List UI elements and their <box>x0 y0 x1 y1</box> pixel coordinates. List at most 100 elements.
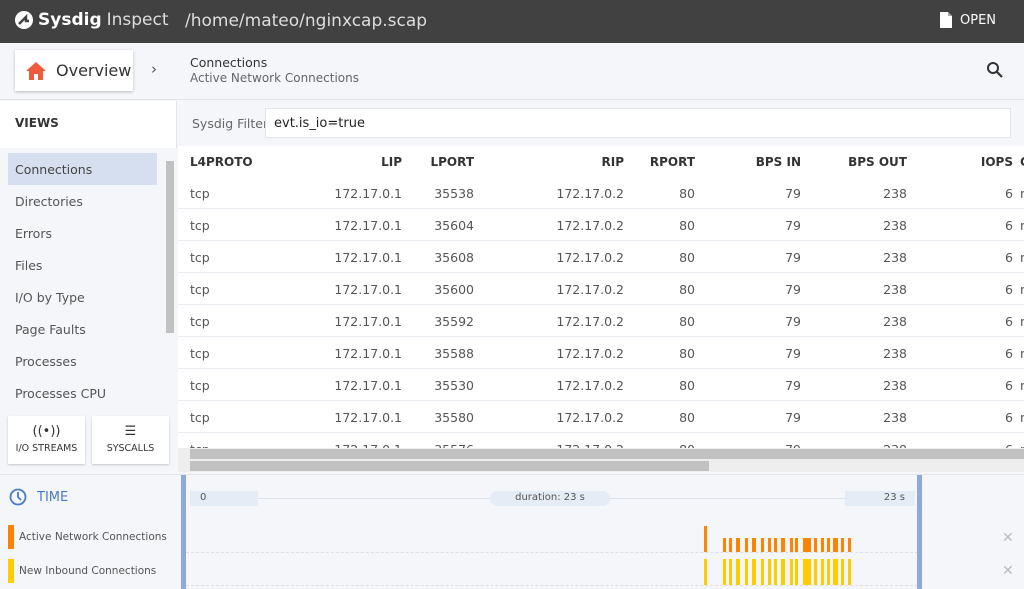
view-item-files[interactable]: Files <box>15 258 43 273</box>
scrollbar-thumb[interactable] <box>190 449 1024 459</box>
table-cell: 80 <box>679 378 695 393</box>
table-header: L4PROTO LIP LPORT RIP RPORT BPS IN BPS OUT IOPS… <box>178 146 1024 178</box>
new-inbound-event-bar <box>751 559 755 585</box>
active-connection-event-bar <box>761 538 765 552</box>
connections-table: L4PROTO LIP LPORT RIP RPORT BPS IN BPS OUT IOPS… <box>178 146 1024 448</box>
table-cell: 79 <box>785 250 801 265</box>
new-inbound-event-bar <box>745 559 749 585</box>
table-cell: 80 <box>679 346 695 361</box>
table-row[interactable]: tcp 172.17.0.1 35530 172.17.0.2 80 79 238 6 n <box>178 369 1024 401</box>
new-inbound-event-bar <box>802 559 806 585</box>
table-cell: 6 <box>1005 442 1013 448</box>
column-header[interactable]: LPORT <box>430 155 474 169</box>
table-cell: 80 <box>679 218 695 233</box>
table-row[interactable]: tcp 172.17.0.1 35580 172.17.0.2 80 79 238 6 n <box>178 401 1024 433</box>
new-inbound-event-bar <box>790 559 794 585</box>
syscalls-button[interactable]: ☰ SYSCALLS <box>92 416 169 464</box>
views-scrollbar[interactable] <box>165 153 175 411</box>
table-cell: 172.17.0.2 <box>556 250 624 265</box>
new-inbound-event-bar <box>804 559 808 585</box>
new-inbound-event-bar <box>753 559 757 585</box>
column-header[interactable]: RIP <box>601 155 625 169</box>
table-cell: tcp <box>190 346 210 361</box>
open-button[interactable]: OPEN <box>940 12 996 28</box>
table-cell: 79 <box>785 442 801 448</box>
view-item-processes[interactable]: Processes <box>15 354 77 369</box>
active-connection-event-bar <box>807 538 811 552</box>
table-row[interactable]: tcp 172.17.0.1 35592 172.17.0.2 80 79 238 6 n <box>178 305 1024 337</box>
table-cell: 35592 <box>434 314 474 329</box>
table-horizontal-scrollbar[interactable] <box>178 448 1024 460</box>
duration-label: duration: 23 s <box>490 491 610 506</box>
active-connection-event-bar <box>826 538 830 552</box>
table-cell: n <box>1020 314 1024 329</box>
views-heading: VIEWS <box>15 116 59 130</box>
table-row[interactable]: tcp 172.17.0.1 35588 172.17.0.2 80 79 238 6 n <box>178 337 1024 369</box>
column-header[interactable]: C <box>1020 155 1024 169</box>
remove-series-close-icon[interactable]: ✕ <box>1002 530 1014 546</box>
overview-button[interactable]: Overview <box>15 50 133 91</box>
table-cell: tcp <box>190 410 210 425</box>
timeline-start-handle[interactable] <box>181 475 186 589</box>
scrollbar-thumb[interactable] <box>166 161 174 333</box>
column-header[interactable]: IOPS <box>980 155 1013 169</box>
table-cell: 172.17.0.2 <box>556 186 624 201</box>
filter-bar: Sysdig Filter evt.is_io=true <box>178 101 1024 145</box>
view-item-errors[interactable]: Errors <box>15 226 52 241</box>
open-label: OPEN <box>960 12 997 28</box>
title-bar: Sysdig Inspect /home/mateo/nginxcap.scap … <box>0 0 1024 43</box>
table-row[interactable]: tcp 172.17.0.1 35604 172.17.0.2 80 79 238 6 n <box>178 209 1024 241</box>
table-cell: 6 <box>1005 378 1013 393</box>
table-cell: 238 <box>883 378 907 393</box>
table-horizontal-scrollbar-2[interactable] <box>178 460 1024 472</box>
column-header[interactable]: RPORT <box>649 155 695 169</box>
table-cell: 172.17.0.2 <box>556 346 624 361</box>
syscalls-label: SYSCALLS <box>106 443 155 454</box>
table-row[interactable]: tcp 172.17.0.1 35538 172.17.0.2 80 79 238 6 n <box>178 177 1024 209</box>
table-cell: 172.17.0.1 <box>334 346 402 361</box>
table-cell: 35600 <box>434 282 474 297</box>
table-cell: tcp <box>190 442 210 448</box>
view-item-directories[interactable]: Directories <box>15 194 83 209</box>
table-cell: n <box>1020 282 1024 297</box>
column-header[interactable]: BPS OUT <box>848 155 907 169</box>
active-connection-event-bar <box>767 538 771 552</box>
table-cell: 238 <box>883 410 907 425</box>
active-connection-event-bar <box>814 538 818 552</box>
table-row[interactable]: tcp 172.17.0.1 35576 172.17.0.2 80 79 238 6 n <box>178 433 1024 448</box>
column-header[interactable]: L4PROTO <box>190 155 253 169</box>
table-cell: n <box>1020 346 1024 361</box>
table-cell: 238 <box>883 346 907 361</box>
view-item-io-by-type[interactable]: I/O by Type <box>15 290 85 305</box>
new-inbound-event-bar <box>729 559 733 585</box>
view-item-page-faults[interactable]: Page Faults <box>15 322 86 337</box>
table-cell: 172.17.0.2 <box>556 410 624 425</box>
active-connection-event-bar <box>737 538 741 552</box>
views-list: Connections Directories Errors Files I/O… <box>0 148 177 510</box>
column-header[interactable]: BPS IN <box>755 155 801 169</box>
timeline-end-handle[interactable] <box>917 475 922 589</box>
io-streams-button[interactable]: ((•)) I/O STREAMS <box>8 416 85 464</box>
column-header[interactable]: LIP <box>381 155 402 169</box>
scrollbar-thumb[interactable] <box>190 461 709 471</box>
search-icon[interactable] <box>986 61 1004 79</box>
table-cell: 238 <box>883 250 907 265</box>
table-cell: 35604 <box>434 218 474 233</box>
table-row[interactable]: tcp 172.17.0.1 35608 172.17.0.2 80 79 238 6 n <box>178 241 1024 273</box>
table-row[interactable]: tcp 172.17.0.1 35600 172.17.0.2 80 79 238 6 n <box>178 273 1024 305</box>
active-connection-event-bar <box>802 538 806 552</box>
new-inbound-event-bar <box>820 559 824 585</box>
table-cell: 35608 <box>434 250 474 265</box>
table-cell: n <box>1020 378 1024 393</box>
app-name-suffix: Inspect <box>106 10 169 30</box>
view-item-processes-cpu[interactable]: Processes CPU <box>15 386 107 401</box>
table-cell: 35530 <box>434 378 474 393</box>
remove-series-close-icon[interactable]: ✕ <box>1002 563 1014 579</box>
filter-input[interactable]: evt.is_io=true <box>265 108 1011 138</box>
view-item-connections[interactable]: Connections <box>8 153 157 185</box>
table-cell: 172.17.0.1 <box>334 218 402 233</box>
table-cell: 79 <box>785 186 801 201</box>
table-cell: 79 <box>785 314 801 329</box>
legend-label: New Inbound Connections <box>19 565 157 577</box>
broadcast-icon: ((•)) <box>32 424 61 439</box>
